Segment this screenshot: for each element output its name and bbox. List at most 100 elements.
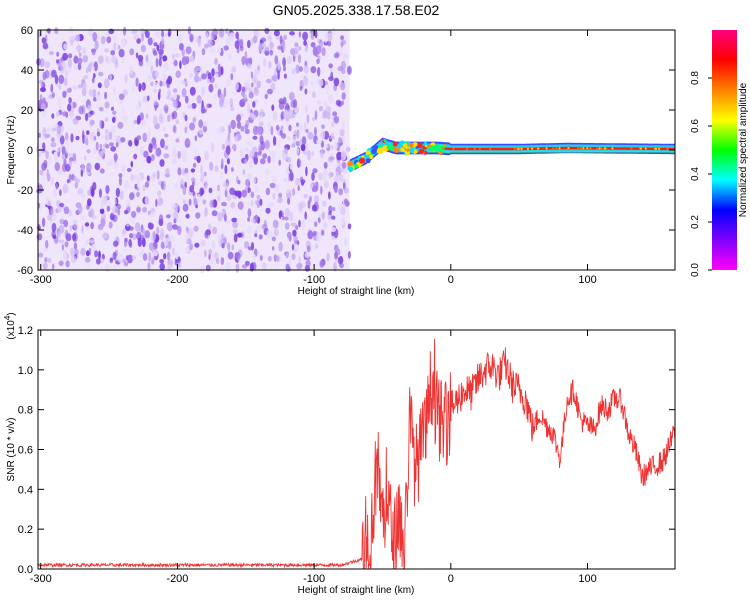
noise-blob [69, 34, 76, 41]
noise-blob [72, 85, 78, 90]
noise-blob [152, 250, 158, 257]
noise-blob [275, 124, 280, 131]
noise-blob [276, 255, 280, 262]
noise-blob [152, 50, 158, 56]
signal-blob [433, 144, 440, 151]
noise-blob [145, 113, 149, 119]
noise-blob [153, 115, 158, 125]
noise-blob [128, 238, 132, 247]
noise-blob [163, 153, 170, 159]
colorbar-tick-label: 0.0 [690, 263, 701, 277]
noise-blob [252, 76, 256, 84]
noise-blob [123, 261, 129, 267]
noise-blob [336, 172, 339, 177]
noise-blob [231, 217, 238, 223]
noise-blob [143, 150, 149, 158]
noise-blob [161, 37, 165, 45]
noise-blob [45, 133, 51, 138]
noise-blob [246, 149, 252, 154]
noise-blob [233, 233, 238, 243]
noise-blob [133, 173, 137, 181]
noise-blob [243, 158, 248, 164]
noise-blob [254, 68, 260, 75]
noise-blob [58, 260, 64, 267]
noise-blob [260, 158, 266, 165]
signal-core-dot [442, 147, 445, 150]
noise-blob [185, 95, 189, 104]
noise-blob [304, 88, 308, 95]
noise-blob [99, 150, 104, 157]
noise-blob [40, 81, 43, 88]
noise-blob [244, 146, 248, 152]
noise-blob [204, 249, 207, 258]
noise-blob [216, 257, 219, 265]
noise-blob [235, 31, 239, 40]
noise-blob [294, 108, 298, 114]
noise-blob [321, 229, 325, 236]
noise-blob [312, 230, 317, 237]
noise-blob [318, 105, 323, 112]
noise-blob [187, 228, 194, 238]
noise-blob [287, 55, 292, 65]
noise-blob [319, 260, 324, 268]
noise-blob [254, 151, 258, 158]
noise-blob [160, 181, 164, 190]
noise-blob [205, 229, 212, 236]
signal-core-dot [666, 147, 669, 150]
signal-core-dot [658, 147, 661, 150]
noise-blob [184, 138, 191, 148]
chart-title: GN05.2025.338.17.58.E02 [273, 2, 440, 18]
noise-blob [177, 150, 181, 159]
noise-blob [278, 100, 285, 110]
noise-blob [194, 242, 200, 248]
noise-blob [56, 59, 60, 64]
noise-blob [287, 233, 291, 240]
noise-blob [332, 111, 338, 117]
noise-blob [234, 135, 239, 143]
noise-blob [158, 48, 164, 55]
signal-core-dot [598, 147, 601, 150]
noise-blob [126, 254, 133, 264]
signal-core-dot [473, 147, 476, 151]
noise-blob [312, 185, 318, 193]
noise-blob [196, 95, 202, 104]
colorbar-bar [712, 30, 737, 270]
noise-blob [216, 48, 222, 54]
noise-blob [142, 119, 147, 126]
noise-blob [63, 77, 68, 87]
noise-blob [264, 46, 270, 52]
noise-blob [153, 42, 158, 47]
signal-blob [386, 144, 394, 151]
noise-blob [253, 254, 256, 260]
noise-blob [51, 137, 55, 143]
noise-blob [99, 168, 105, 174]
signal-core-dot [530, 147, 534, 150]
noise-blob [165, 168, 170, 175]
noise-blob [328, 76, 334, 82]
signal-blob [376, 147, 384, 154]
noise-blob [260, 113, 263, 118]
noise-blob [167, 89, 172, 97]
noise-blob [236, 114, 242, 122]
noise-blob [47, 27, 51, 35]
noise-blob [289, 163, 293, 170]
noise-blob [189, 86, 196, 96]
noise-blob [90, 110, 95, 116]
noise-blob [80, 193, 86, 198]
noise-blob [129, 48, 135, 56]
noise-blob [147, 37, 153, 46]
noise-blob [133, 153, 138, 160]
noise-blob [100, 199, 104, 210]
noise-blob [152, 143, 158, 150]
noise-blob [50, 208, 55, 218]
x-tick-label: 100 [578, 274, 596, 286]
noise-blob [129, 233, 134, 239]
noise-blob [312, 46, 318, 56]
noise-blob [88, 210, 92, 218]
noise-blob [94, 162, 101, 171]
noise-blob [128, 65, 134, 76]
noise-blob [164, 106, 169, 114]
noise-blob [157, 196, 163, 207]
noise-blob [244, 50, 248, 60]
signal-blob [432, 149, 435, 153]
